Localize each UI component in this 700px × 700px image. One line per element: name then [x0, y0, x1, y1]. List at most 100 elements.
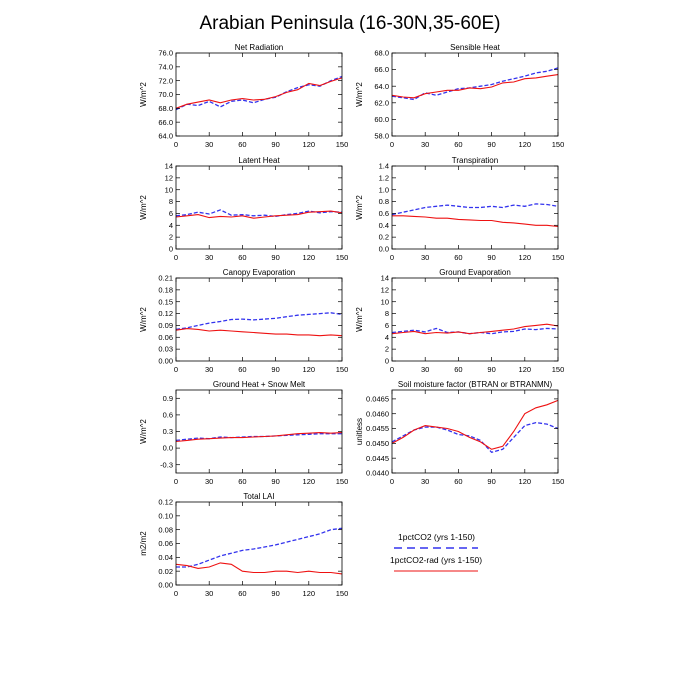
- x-tick-label: 60: [454, 365, 462, 374]
- series-line-1pctco2: [391, 421, 559, 454]
- y-tick-label: 0.0445: [366, 454, 389, 463]
- y-tick-label: 0.18: [158, 285, 173, 294]
- y-tick-label: 0.00: [158, 581, 173, 590]
- y-tick-label: 0.03: [158, 345, 173, 354]
- x-tick-label: 30: [205, 365, 213, 374]
- y-tick-label: 0.08: [158, 525, 173, 534]
- y-tick-label: 0.0: [163, 444, 173, 453]
- plot-frame: [175, 165, 343, 250]
- y-tick-label: 0.0455: [366, 424, 389, 433]
- y-tick-label: 0.04: [158, 553, 173, 562]
- x-tick-label: 60: [238, 140, 246, 149]
- y-tick-label: 70.0: [158, 90, 173, 99]
- series-line-1pctco2: [175, 75, 343, 111]
- y-tick-label: 0.15: [158, 297, 173, 306]
- y-tick-label: 76.0: [158, 49, 173, 58]
- y-axis-label: W/m^2: [355, 195, 364, 220]
- y-tick-label: 12: [381, 285, 389, 294]
- plot-frame: [391, 389, 559, 474]
- y-tick-label: 0.8: [379, 197, 389, 206]
- x-tick-label: 60: [238, 253, 246, 262]
- panel-title: Sensible Heat: [450, 43, 501, 52]
- x-tick-label: 150: [552, 253, 565, 262]
- y-tick-label: 0.0: [379, 245, 389, 254]
- x-tick-label: 120: [303, 140, 316, 149]
- y-axis-label: m2/m2: [139, 531, 148, 556]
- y-tick-label: 4: [385, 333, 389, 342]
- y-tick-label: 0.0440: [366, 469, 389, 478]
- y-tick-label: 0.2: [379, 233, 389, 242]
- y-tick-label: 62.0: [374, 98, 389, 107]
- x-tick-label: 60: [454, 140, 462, 149]
- y-tick-label: 12: [165, 173, 173, 182]
- y-tick-label: 0.3: [163, 427, 173, 436]
- x-tick-label: 90: [271, 589, 279, 598]
- x-tick-label: 150: [336, 365, 349, 374]
- y-tick-label: 2: [169, 233, 173, 242]
- series-line-1pctco2-rad: [175, 77, 343, 109]
- chart-panel: 0 30 60 90 120 150 64.0 66.0 68.0 70.0 72.0 74.0 76.…: [139, 43, 348, 149]
- chart-panel: 0 30 60 90 120 150 58.0 60.0 62.0 64.0 66.0 68.0 Sen…: [355, 43, 564, 149]
- x-tick-label: 90: [271, 365, 279, 374]
- y-tick-label: 6: [169, 209, 173, 218]
- y-tick-label: 74.0: [158, 62, 173, 71]
- x-tick-label: 150: [552, 477, 565, 486]
- y-tick-label: 1.4: [379, 162, 389, 171]
- y-tick-label: 66.0: [374, 65, 389, 74]
- y-tick-label: 6: [385, 321, 389, 330]
- x-tick-label: 150: [336, 140, 349, 149]
- y-tick-label: 0.9: [163, 394, 173, 403]
- y-tick-label: 0.02: [158, 567, 173, 576]
- x-tick-label: 30: [421, 140, 429, 149]
- y-tick-label: 0: [169, 245, 173, 254]
- y-tick-label: 0.10: [158, 511, 173, 520]
- x-tick-label: 120: [519, 140, 532, 149]
- y-tick-label: 64.0: [158, 132, 173, 141]
- series-line-1pctco2-rad: [175, 328, 343, 337]
- x-tick-label: 0: [174, 589, 178, 598]
- y-tick-label: 60.0: [374, 115, 389, 124]
- series-line-1pctco2-rad: [175, 432, 343, 443]
- legend-label-1pctco2-rad: 1pctCO2-rad (yrs 1-150): [390, 555, 482, 565]
- x-tick-label: 90: [487, 365, 495, 374]
- x-tick-label: 120: [519, 365, 532, 374]
- x-tick-label: 0: [174, 477, 178, 486]
- y-tick-label: 0.12: [158, 498, 173, 507]
- series-line-1pctco2-rad: [391, 323, 559, 335]
- y-tick-label: 14: [381, 274, 389, 283]
- x-tick-label: 0: [390, 140, 394, 149]
- y-tick-label: 0.6: [379, 209, 389, 218]
- y-axis-label: unitless: [355, 418, 364, 445]
- panel-title: Soil moisture factor (BTRAN or BTRANMN): [398, 380, 553, 389]
- panel-title: Ground Heat + Snow Melt: [213, 380, 306, 389]
- y-tick-label: 72.0: [158, 76, 173, 85]
- x-tick-label: 120: [303, 589, 316, 598]
- plot-frame: [175, 277, 343, 362]
- chart-panel: 0 30 60 90 120 150 0 2 4 6 8 10 12 14 Latent Heat W/m^2: [139, 156, 348, 262]
- chart-panel: 0 30 60 90 120 150 0.00 0.03 0.06 0.09 0.12 0.15 0.1…: [139, 268, 348, 374]
- y-axis-label: W/m^2: [355, 82, 364, 107]
- plot-frame: [391, 52, 559, 137]
- x-tick-label: 0: [390, 253, 394, 262]
- plot-frame: [175, 389, 343, 474]
- series-line-1pctco2-rad: [391, 399, 559, 450]
- x-tick-label: 90: [271, 140, 279, 149]
- x-tick-label: 0: [174, 140, 178, 149]
- x-tick-label: 120: [303, 365, 316, 374]
- panel-title: Transpiration: [452, 156, 498, 165]
- panel-title: Total LAI: [243, 492, 274, 501]
- y-tick-label: 0.4: [379, 221, 389, 230]
- y-tick-label: 66.0: [158, 118, 173, 127]
- x-tick-label: 90: [487, 253, 495, 262]
- y-axis-label: W/m^2: [139, 419, 148, 444]
- x-tick-label: 120: [519, 253, 532, 262]
- y-tick-label: 0.6: [163, 411, 173, 420]
- panel-title: Latent Heat: [238, 156, 280, 165]
- chart-panels: 0 30 60 90 120 15064.066.068.070.072.074.076.…: [139, 43, 564, 598]
- y-tick-label: 1.2: [379, 173, 389, 182]
- y-axis-label: W/m^2: [355, 307, 364, 332]
- y-tick-label: 0.12: [158, 309, 173, 318]
- chart-panel: 0 30 60 90 120 150 0.0 0.2 0.4 0.6 0.8 1.0 1.2 1.4 Tra…: [355, 156, 564, 262]
- x-tick-label: 90: [271, 253, 279, 262]
